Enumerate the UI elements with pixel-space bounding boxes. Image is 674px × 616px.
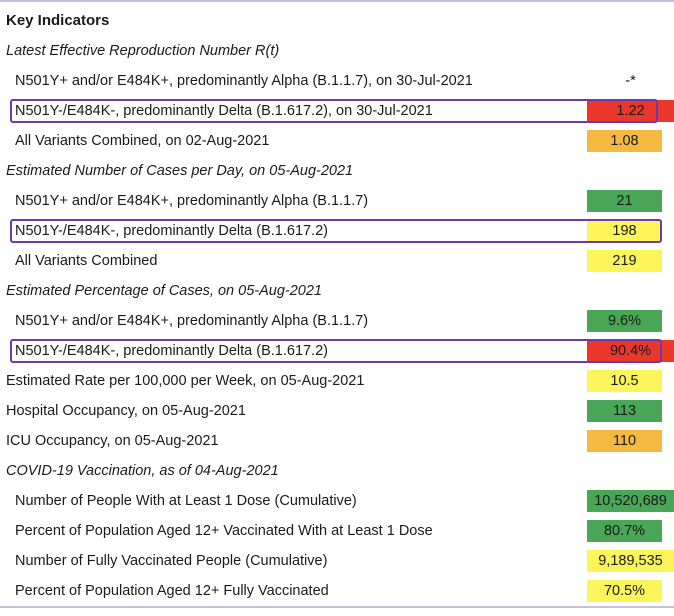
- indicator-row: N501Y-/E484K-, predominantly Delta (B.1.…: [0, 336, 674, 366]
- indicator-value: 90.4%: [587, 340, 674, 362]
- indicator-row: N501Y-/E484K-, predominantly Delta (B.1.…: [0, 216, 674, 246]
- section-header: Latest Effective Reproduction Number R(t…: [0, 36, 674, 66]
- indicator-label: Number of Fully Vaccinated People (Cumul…: [15, 553, 328, 569]
- indicator-row: All Variants Combined 219: [0, 246, 674, 276]
- indicator-row: N501Y+ and/or E484K+, predominantly Alph…: [0, 186, 674, 216]
- table-heading: Key Indicators: [0, 6, 674, 36]
- indicator-row: N501Y+ and/or E484K+, predominantly Alph…: [0, 66, 674, 96]
- indicator-label: N501Y+ and/or E484K+, predominantly Alph…: [15, 73, 473, 89]
- indicator-value: 21: [587, 190, 662, 212]
- section-header: COVID-19 Vaccination, as of 04-Aug-2021: [0, 456, 674, 486]
- indicator-row: ICU Occupancy, on 05-Aug-2021 110: [0, 426, 674, 456]
- indicator-label: ICU Occupancy, on 05-Aug-2021: [6, 433, 219, 449]
- indicator-value: 9.6%: [587, 310, 662, 332]
- indicator-label: N501Y-/E484K-, predominantly Delta (B.1.…: [15, 103, 433, 119]
- indicator-label: Hospital Occupancy, on 05-Aug-2021: [6, 403, 246, 419]
- indicator-value: -*: [587, 70, 674, 92]
- indicator-value: 113: [587, 400, 662, 422]
- indicator-row: N501Y-/E484K-, predominantly Delta (B.1.…: [0, 96, 674, 126]
- indicator-value: 10.5: [587, 370, 662, 392]
- section-label: Latest Effective Reproduction Number R(t…: [6, 43, 280, 59]
- indicator-row: N501Y+ and/or E484K+, predominantly Alph…: [0, 306, 674, 336]
- indicator-value: 1.22: [587, 100, 674, 122]
- section-header: Estimated Percentage of Cases, on 05-Aug…: [0, 276, 674, 306]
- indicator-value: 70.5%: [587, 580, 662, 602]
- indicator-value: 1.08: [587, 130, 662, 152]
- indicator-value: 198: [587, 220, 662, 242]
- indicator-row: Percent of Population Aged 12+ Vaccinate…: [0, 516, 674, 546]
- section-label: Estimated Number of Cases per Day, on 05…: [6, 163, 354, 179]
- indicator-value: 219: [587, 250, 662, 272]
- indicator-label: N501Y-/E484K-, predominantly Delta (B.1.…: [15, 343, 329, 359]
- indicator-row: Percent of Population Aged 12+ Fully Vac…: [0, 576, 674, 606]
- indicator-value: 9,189,535: [587, 550, 674, 572]
- indicator-value: 110: [587, 430, 662, 452]
- section-header: Estimated Number of Cases per Day, on 05…: [0, 156, 674, 186]
- indicator-value: 80.7%: [587, 520, 662, 542]
- indicator-label: Estimated Rate per 100,000 per Week, on …: [6, 373, 365, 389]
- section-label: Estimated Percentage of Cases, on 05-Aug…: [6, 283, 322, 299]
- heading-label: Key Indicators: [6, 12, 110, 29]
- indicator-label: Percent of Population Aged 12+ Fully Vac…: [15, 583, 329, 599]
- section-label: COVID-19 Vaccination, as of 04-Aug-2021: [6, 463, 279, 479]
- indicator-row: Number of Fully Vaccinated People (Cumul…: [0, 546, 674, 576]
- indicator-label: Number of People With at Least 1 Dose (C…: [15, 493, 357, 509]
- indicator-value: 10,520,689: [587, 490, 674, 512]
- indicator-label: N501Y+ and/or E484K+, predominantly Alph…: [15, 313, 369, 329]
- indicator-label: Percent of Population Aged 12+ Vaccinate…: [15, 523, 433, 539]
- indicator-row: Estimated Rate per 100,000 per Week, on …: [0, 366, 674, 396]
- indicator-row: Number of People With at Least 1 Dose (C…: [0, 486, 674, 516]
- indicator-label: All Variants Combined: [15, 253, 158, 269]
- indicator-row: Hospital Occupancy, on 05-Aug-2021 113: [0, 396, 674, 426]
- indicator-label: N501Y-/E484K-, predominantly Delta (B.1.…: [15, 223, 329, 239]
- bottom-divider: [0, 606, 674, 608]
- indicator-row: All Variants Combined, on 02-Aug-2021 1.0…: [0, 126, 674, 156]
- indicator-label: N501Y+ and/or E484K+, predominantly Alph…: [15, 193, 369, 209]
- indicator-label: All Variants Combined, on 02-Aug-2021: [15, 133, 270, 149]
